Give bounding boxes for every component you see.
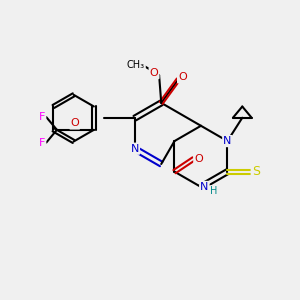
Text: S: S xyxy=(252,165,260,178)
Text: H: H xyxy=(210,186,218,196)
Text: O: O xyxy=(150,68,158,78)
Text: N: N xyxy=(200,182,208,192)
Text: CH₃: CH₃ xyxy=(127,60,145,70)
Text: F: F xyxy=(39,112,45,122)
Text: O: O xyxy=(70,118,79,128)
Text: O: O xyxy=(194,154,203,164)
Text: N: N xyxy=(223,136,232,146)
Text: F: F xyxy=(39,138,45,148)
Text: N: N xyxy=(130,144,139,154)
Text: O: O xyxy=(178,72,187,82)
